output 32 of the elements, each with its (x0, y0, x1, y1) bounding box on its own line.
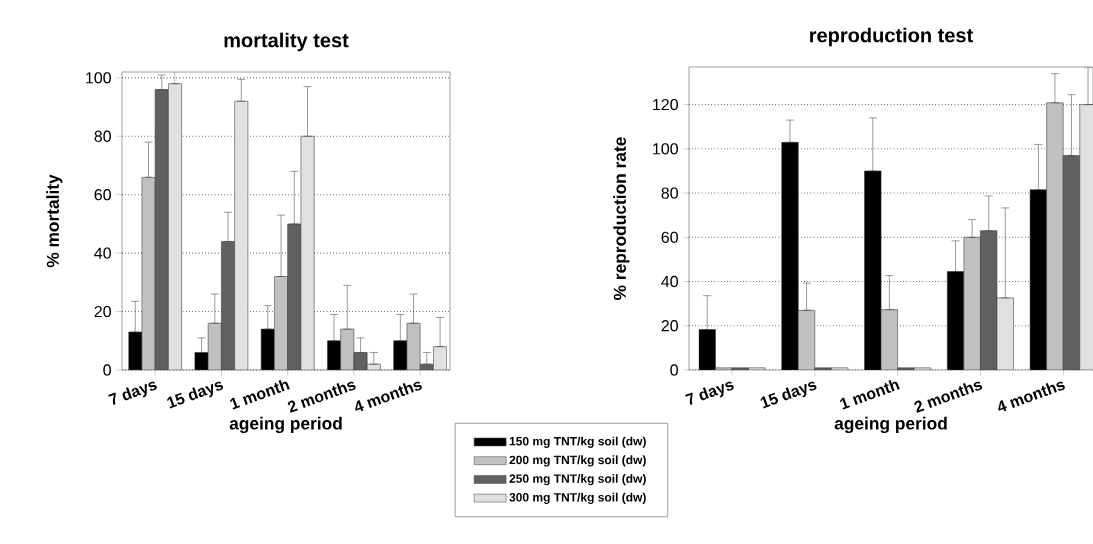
y-tick-label: 60 (661, 231, 678, 243)
legend-label: 250 mg TNT/kg soil (dw) (509, 474, 646, 486)
y-tick-label: 20 (661, 320, 678, 332)
y-tick-label: 80 (661, 187, 678, 199)
chart-title: reproduction test (810, 27, 973, 47)
x-tick-label: 1 month (840, 379, 900, 410)
y-tick-label: 40 (94, 247, 111, 259)
x-axis-title: ageing period (834, 416, 947, 434)
y-tick-label: 0 (670, 364, 678, 376)
y-tick-label: 100 (653, 143, 678, 155)
y-tick-label: 80 (94, 130, 111, 142)
y-tick-label: 60 (94, 189, 111, 201)
y-tick-label: 20 (94, 305, 111, 318)
x-axis-title: ageing period (229, 416, 342, 434)
x-tick-label: 2 months (914, 381, 983, 413)
y-tick-label: 0 (103, 364, 111, 376)
y-axis-title: % mortality (46, 174, 63, 268)
y-tick-label: 120 (653, 98, 678, 111)
x-tick-label: 1 month (230, 379, 290, 410)
legend-label: 200 mg TNT/kg soil (dw) (509, 455, 646, 467)
x-tick-label: 7 days (685, 381, 734, 405)
y-tick-label: 40 (661, 275, 678, 288)
legend-label: 300 mg TNT/kg soil (dw) (509, 492, 646, 504)
y-tick-label: 100 (86, 72, 111, 84)
x-tick-label: 15 days (167, 381, 224, 409)
x-tick-label: 7 days (108, 381, 157, 405)
x-tick-label: 4 months (355, 381, 422, 412)
x-tick-label: 4 months (998, 381, 1065, 412)
legend-label: 150 mg TNT/kg soil (dw) (509, 436, 646, 448)
x-tick-label: 15 days (760, 381, 817, 409)
chart-title: mortality test (224, 32, 349, 52)
y-axis-title: % reproduction rate (613, 137, 630, 300)
